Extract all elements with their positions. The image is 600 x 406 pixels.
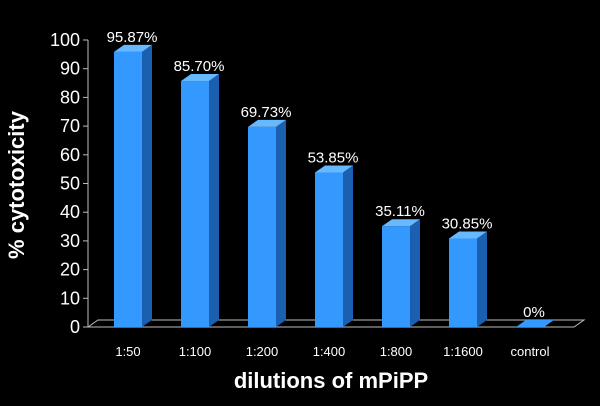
y-tick-label: 70 <box>60 116 80 136</box>
data-label: 0% <box>523 304 545 321</box>
y-tick-label: 100 <box>50 30 80 50</box>
y-tick-label: 60 <box>60 145 80 165</box>
bar-side <box>142 44 152 328</box>
bar-top <box>114 44 152 52</box>
bar-front <box>114 51 142 328</box>
bar-top <box>248 119 286 127</box>
x-category-label: 1:800 <box>380 344 413 359</box>
bar-front <box>382 226 410 327</box>
chart-floor <box>86 319 586 328</box>
bar-front <box>248 126 276 327</box>
data-label: 30.85% <box>442 215 493 232</box>
bar <box>382 219 420 327</box>
x-category-label: control <box>510 344 549 359</box>
y-tick-label: 80 <box>60 87 80 107</box>
bar-top <box>382 219 420 227</box>
bar <box>248 119 286 327</box>
bar-side <box>276 119 286 327</box>
x-category-label: 1:100 <box>179 344 212 359</box>
bar-top <box>181 74 219 82</box>
y-axis: 0 10 20 30 40 50 60 70 80 90 100 <box>50 30 89 337</box>
x-axis-title: dilutions of mPiPP <box>234 368 428 393</box>
data-labels: 95.87% 85.70% 69.73% 53.85% 35.11% 30.85% 0% <box>107 29 545 321</box>
data-label: 95.87% <box>107 29 158 46</box>
bar-side <box>209 74 219 327</box>
x-category-label: 1:400 <box>313 344 346 359</box>
bar <box>516 320 554 327</box>
data-label: 35.11% <box>375 203 425 220</box>
y-tick-label: 0 <box>70 317 80 337</box>
y-tick-label: 40 <box>60 202 80 222</box>
y-tick-label: 20 <box>60 260 80 280</box>
bar-side <box>477 231 487 327</box>
x-category-label: 1:50 <box>115 344 140 359</box>
bar-front <box>315 172 343 327</box>
y-axis-title: % cytotoxicity <box>4 110 29 259</box>
bar <box>449 231 487 327</box>
x-axis-category-labels: 1:50 1:100 1:200 1:400 1:800 1:1600 control <box>115 344 549 359</box>
bar-front <box>181 81 209 327</box>
bar-front <box>449 238 477 327</box>
y-tick-label: 10 <box>60 288 80 308</box>
y-tick-label: 50 <box>60 174 80 194</box>
bar-side <box>343 165 353 327</box>
y-tick-label: 90 <box>60 59 80 79</box>
data-label: 53.85% <box>308 149 359 166</box>
floor-outline <box>86 319 586 328</box>
bar-top <box>315 165 353 173</box>
bar <box>181 74 219 327</box>
data-label: 69.73% <box>241 104 292 121</box>
bar-side <box>410 219 420 327</box>
x-category-label: 1:200 <box>246 344 279 359</box>
data-label: 85.70% <box>174 58 225 75</box>
y-tick-label: 30 <box>60 231 80 251</box>
bars <box>114 44 554 328</box>
bar-top <box>449 231 487 239</box>
bar <box>114 44 152 328</box>
x-category-label: 1:1600 <box>443 344 483 359</box>
bar-flat <box>516 320 554 327</box>
bar <box>315 165 353 327</box>
